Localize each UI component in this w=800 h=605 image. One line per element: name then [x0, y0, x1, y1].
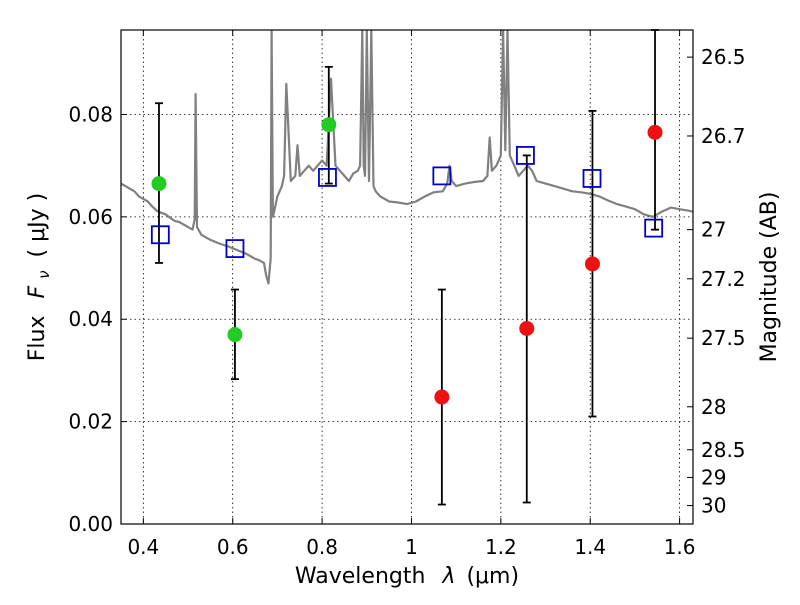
- photometry-point: [647, 124, 663, 140]
- spectrum-line: [121, 30, 693, 285]
- photometry-point: [434, 389, 450, 405]
- y2-tick-label: 28: [701, 395, 726, 419]
- y-axis-label-text: Flux: [25, 315, 50, 361]
- y2-tick-label: 26.5: [701, 45, 746, 69]
- model-square-marker: [432, 166, 452, 186]
- photometry-point: [584, 256, 600, 272]
- photometry-point: [321, 117, 337, 133]
- model-square-marker: [644, 218, 664, 238]
- y-axis-label-subscript: ν: [35, 270, 53, 278]
- x-axis-label-unit: (μm): [466, 564, 519, 589]
- y-axis-label-symbol: F: [25, 285, 50, 298]
- y2-tick-label: 30: [701, 494, 726, 518]
- plot-frame: [120, 29, 694, 525]
- y-tick-label: 0.02: [68, 410, 113, 434]
- y-tick-label: 0.06: [68, 205, 113, 229]
- photometry-point: [227, 327, 243, 343]
- x-tick-label: 1.6: [664, 535, 696, 559]
- y2-tick-label: 28.5: [701, 438, 746, 462]
- y-axis-label: Flux F ν ( μJy ): [25, 193, 55, 361]
- markers-layer: [150, 29, 664, 506]
- y2-tick-label: 27: [701, 218, 726, 242]
- x-axis-label-text: Wavelength: [295, 564, 426, 589]
- model-square-marker: [516, 146, 535, 165]
- x-tick-label: 1.2: [485, 535, 517, 559]
- y2-axis-label: Magnitude (AB): [757, 192, 782, 363]
- series-layer: [121, 30, 693, 285]
- x-tick-label: 1.4: [574, 535, 606, 559]
- y2-tick-label: 26.7: [701, 124, 746, 148]
- x-axis-label: Wavelength λ (μm): [295, 564, 519, 589]
- x-axis-label-symbol: λ: [441, 564, 455, 589]
- y-tick-label: 0.00: [68, 512, 113, 536]
- y-tick-label: 0.08: [68, 102, 113, 126]
- model-square-marker: [582, 169, 602, 188]
- x-tick-label: 0.6: [217, 535, 249, 559]
- y-axis-label-unit: ( μJy ): [25, 193, 50, 258]
- photometry-point: [151, 176, 167, 192]
- y2-tick-label: 27.2: [701, 267, 746, 291]
- y2-tick-label: 29: [701, 465, 726, 489]
- x-tick-label: 0.4: [127, 535, 159, 559]
- model-square-marker: [150, 225, 170, 245]
- y2-tick-label: 27.5: [701, 326, 746, 350]
- photometry-point: [519, 320, 535, 336]
- y-tick-label: 0.04: [68, 307, 113, 331]
- x-tick-label: 0.8: [306, 535, 338, 559]
- x-tick-label: 1: [405, 535, 418, 559]
- model-square-marker: [318, 168, 337, 187]
- grid-lines: [121, 30, 693, 524]
- model-square-marker: [225, 239, 245, 258]
- axes: 0.4 0.6 0.8 1 1.2 1.4 1.6 0.00 0.02 0.04 0.06 0.08 2…: [68, 30, 746, 559]
